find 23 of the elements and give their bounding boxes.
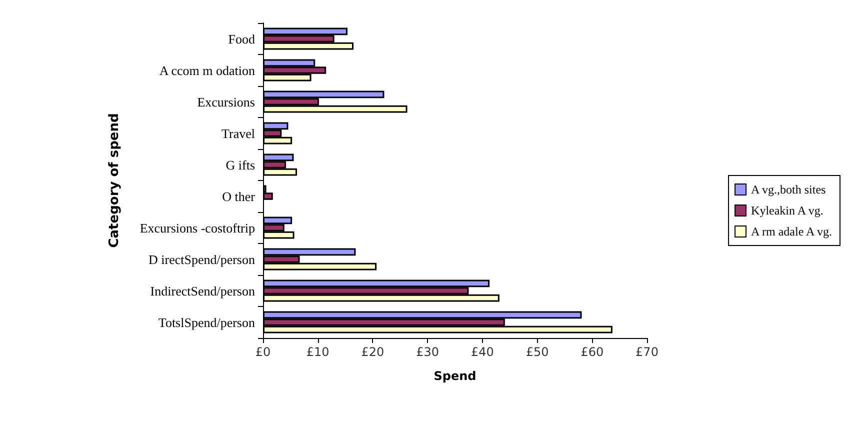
x-tick-label: £20 [361, 345, 384, 359]
y-tick-label: TotslSpend/person [158, 314, 256, 330]
x-tick-label: £50 [526, 345, 549, 359]
legend-label: A vg.,both sites [751, 182, 826, 196]
y-tick-label: IndirectSend/person [150, 283, 256, 298]
legend-label: A rm adale A vg. [751, 224, 832, 238]
legend-label: Kyleakin A vg. [751, 204, 824, 218]
y-tick-label: O ther [222, 188, 256, 204]
x-tick-label: £30 [416, 345, 440, 359]
x-tick-label: £10 [306, 345, 330, 359]
y-tick-label: A ccom m odation [159, 62, 256, 78]
y-tick-label: Excursions [197, 94, 255, 110]
x-tick-label: £70 [636, 345, 658, 359]
x-tick-label: £0 [255, 345, 271, 359]
y-axis-title: Category of spend [107, 113, 122, 248]
y-tick-label: Food [228, 31, 256, 46]
x-axis-title: Spend [434, 369, 476, 383]
y-tick-label: D irectSpend/person [148, 252, 256, 267]
x-tick-label: £40 [470, 345, 494, 359]
x-tick-label: £60 [580, 345, 604, 359]
y-tick-label: Excursions -costoftrip [140, 220, 255, 236]
y-tick-label: Travel [222, 126, 256, 141]
y-tick-label: G ifts [226, 157, 255, 172]
